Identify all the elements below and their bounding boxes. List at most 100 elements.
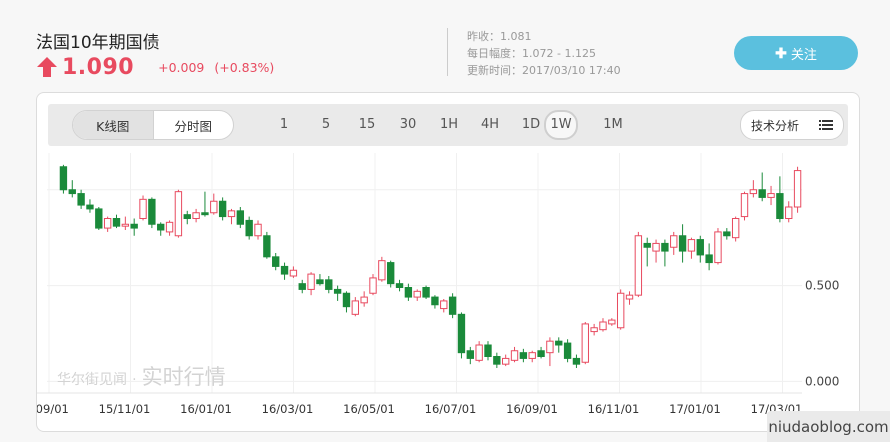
candle	[608, 318, 616, 326]
timeframe-1w[interactable]: 1W	[544, 110, 578, 140]
instrument-title: 法国10年期国债	[36, 33, 160, 53]
candle	[714, 228, 722, 265]
menu-button[interactable]	[809, 110, 844, 140]
candle-body	[263, 235, 271, 258]
timeframe-30[interactable]: 30	[399, 117, 417, 132]
arrow-up-icon	[36, 55, 58, 79]
site-label: niudaoblog.com	[767, 411, 890, 442]
candle-body	[316, 279, 324, 285]
timeframe-1[interactable]: 1	[279, 117, 289, 132]
tab-kline[interactable]: K线图	[73, 111, 154, 139]
candle-body	[749, 189, 758, 195]
candle-body	[236, 210, 245, 225]
candle-body	[625, 294, 634, 300]
candle	[121, 216, 130, 230]
price-change-percent: (+0.83%)	[214, 59, 275, 75]
candle-body	[77, 193, 85, 206]
candle-body	[254, 223, 262, 237]
candle-body	[174, 191, 183, 237]
x-tick-label: 16/01/01	[180, 402, 232, 416]
candle	[670, 231, 678, 255]
candle	[731, 216, 740, 242]
timeframe-1h[interactable]: 1H	[439, 117, 459, 132]
candle-body	[342, 292, 351, 308]
x-tick-label: 17/01/01	[669, 402, 721, 416]
candle	[174, 189, 183, 238]
candle-body	[608, 319, 616, 325]
candle	[59, 164, 68, 194]
timeframe-4h[interactable]: 4H	[480, 117, 500, 132]
candle	[210, 193, 218, 215]
candle-body	[493, 356, 501, 365]
candle	[68, 180, 76, 198]
chart-panel: K线图 分时图 1 5 15 30 1H 4H 1D 1W 1M 技术分析 0.…	[36, 92, 860, 432]
technical-analysis-button[interactable]: 技术分析	[740, 110, 810, 140]
candle	[95, 207, 103, 230]
candle-body	[227, 210, 236, 218]
candle-body	[280, 265, 289, 275]
chart-toolbar: K线图 分时图 1 5 15 30 1H 4H 1D 1W 1M 技术分析	[48, 104, 848, 146]
x-tick-label: 15/11/01	[99, 402, 151, 416]
candle	[395, 279, 404, 292]
candle	[581, 322, 589, 365]
timeframe-1d[interactable]: 1D	[521, 117, 541, 132]
chart-grid	[37, 153, 802, 394]
candle-body	[652, 242, 660, 252]
candle-body	[555, 340, 563, 346]
candle	[263, 231, 271, 259]
candle-body	[68, 189, 76, 195]
candle	[307, 272, 315, 296]
price-change: +0.009	[158, 59, 205, 75]
candle	[254, 220, 262, 240]
x-tick-label: 16/11/01	[588, 402, 640, 416]
timeframe-1m[interactable]: 1M	[603, 117, 623, 132]
candle	[590, 323, 598, 336]
timeframe-15[interactable]: 15	[358, 117, 376, 132]
x-tick-label: 16/09/01	[506, 402, 558, 416]
candle	[678, 224, 687, 263]
tab-intraday[interactable]: 分时图	[174, 118, 212, 134]
candle	[351, 297, 359, 317]
candle-body	[148, 198, 156, 225]
candle-body	[678, 235, 687, 252]
candle	[404, 283, 413, 301]
candle-body	[484, 344, 492, 357]
candle-body	[448, 296, 457, 315]
candle-body	[395, 283, 404, 289]
candle	[652, 239, 660, 263]
candle-body	[245, 219, 253, 237]
candle-body	[112, 218, 121, 227]
candle-body	[333, 288, 342, 294]
watermark: 华尔街见闻 · 实时行情	[57, 361, 226, 391]
candle-body	[95, 208, 103, 229]
candle	[369, 274, 377, 296]
candle-body	[422, 287, 430, 298]
candle	[546, 337, 554, 367]
candle-body	[616, 292, 625, 329]
candlestick-chart[interactable]: 0.500 0.000 15/09/01 15/11/01 16/01/01 16/03…	[37, 93, 859, 431]
candle	[333, 285, 342, 301]
candle	[616, 289, 625, 330]
candle	[475, 341, 483, 363]
candle	[387, 260, 395, 288]
follow-button[interactable]: ✚ 关注	[734, 36, 858, 70]
candle	[785, 201, 793, 223]
candle-body	[325, 279, 333, 290]
candle-body	[466, 350, 474, 359]
candle	[440, 299, 448, 313]
update-time: 更新时间：2017/03/10 17:40	[467, 64, 621, 77]
candle-body	[475, 344, 483, 361]
candle	[661, 239, 669, 267]
candle-body	[440, 300, 448, 310]
candle-body	[298, 283, 306, 290]
candle	[696, 235, 704, 263]
chart-type-toggle: K线图 分时图	[72, 110, 234, 140]
candle	[227, 208, 236, 225]
candle	[130, 218, 138, 236]
watermark-separator: ·	[132, 372, 137, 388]
timeframe-5[interactable]: 5	[321, 117, 331, 132]
candle	[502, 354, 510, 367]
candle	[510, 346, 519, 363]
x-tick-label: 16/07/01	[425, 402, 477, 416]
candle-body	[165, 221, 174, 233]
